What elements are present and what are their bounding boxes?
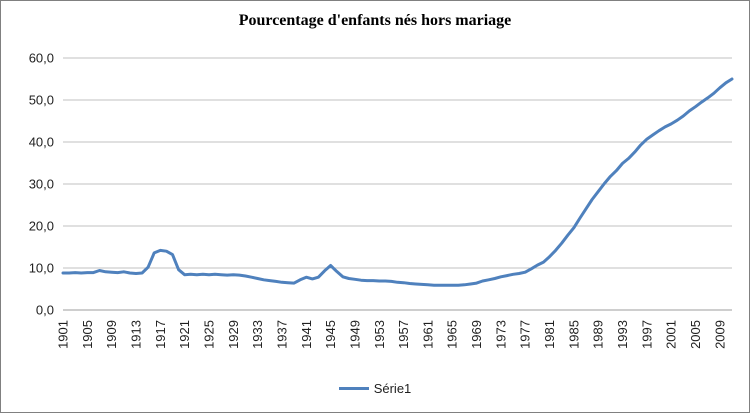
x-axis-tick-label: 1909 — [104, 320, 119, 349]
x-axis-tick-label: 2009 — [712, 320, 727, 349]
x-axis-tick-label: 2001 — [664, 320, 679, 349]
x-axis-tick-label: 1905 — [80, 320, 95, 349]
x-axis-tick-label: 1973 — [493, 320, 508, 349]
x-axis-tick-label: 1937 — [274, 320, 289, 349]
x-axis-tick-label: 1969 — [469, 320, 484, 349]
x-axis-tick-label: 1913 — [128, 320, 143, 349]
x-axis-tick-label: 1941 — [299, 320, 314, 349]
x-axis-tick-label: 1957 — [396, 320, 411, 349]
chart-title: Pourcentage d'enfants nés hors mariage — [238, 12, 512, 29]
x-axis-tick-label: 1965 — [445, 320, 460, 349]
x-axis-tick-label: 1925 — [201, 320, 216, 349]
x-axis-tick-label: 1985 — [566, 320, 581, 349]
y-axis-tick-label: 20,0 — [29, 219, 54, 234]
x-axis-tick-label: 1933 — [250, 320, 265, 349]
x-axis-tick-label: 1989 — [591, 320, 606, 349]
y-axis-tick-label: 50,0 — [29, 93, 54, 108]
legend-series-label: Série1 — [373, 381, 412, 396]
x-axis-tick-label: 1901 — [56, 320, 71, 349]
x-axis-tick-label: 1917 — [153, 320, 168, 349]
x-axis-tick-label: 1961 — [420, 320, 435, 349]
x-axis-tick-label: 1997 — [639, 320, 654, 349]
x-axis-tick-label: 2005 — [688, 320, 703, 349]
x-axis-tick-label: 1945 — [323, 320, 338, 349]
y-axis-tick-label: 40,0 — [29, 135, 54, 150]
y-axis-tick-label: 0,0 — [36, 303, 54, 318]
x-axis-tick-label: 1981 — [542, 320, 557, 349]
x-axis-tick-label: 1993 — [615, 320, 630, 349]
y-axis-tick-label: 10,0 — [29, 261, 54, 276]
x-axis-tick-label: 1929 — [226, 320, 241, 349]
y-axis-tick-label: 60,0 — [29, 51, 54, 66]
legend-line-swatch — [338, 387, 369, 390]
series-line — [61, 77, 734, 287]
legend: Série1 — [1, 381, 749, 396]
x-axis-tick-label: 1921 — [177, 320, 192, 349]
x-axis-tick-label: 1949 — [347, 320, 362, 349]
x-axis-tick-label: 1953 — [372, 320, 387, 349]
y-axis-tick-label: 30,0 — [29, 177, 54, 192]
x-axis-tick-label: 1977 — [518, 320, 533, 349]
